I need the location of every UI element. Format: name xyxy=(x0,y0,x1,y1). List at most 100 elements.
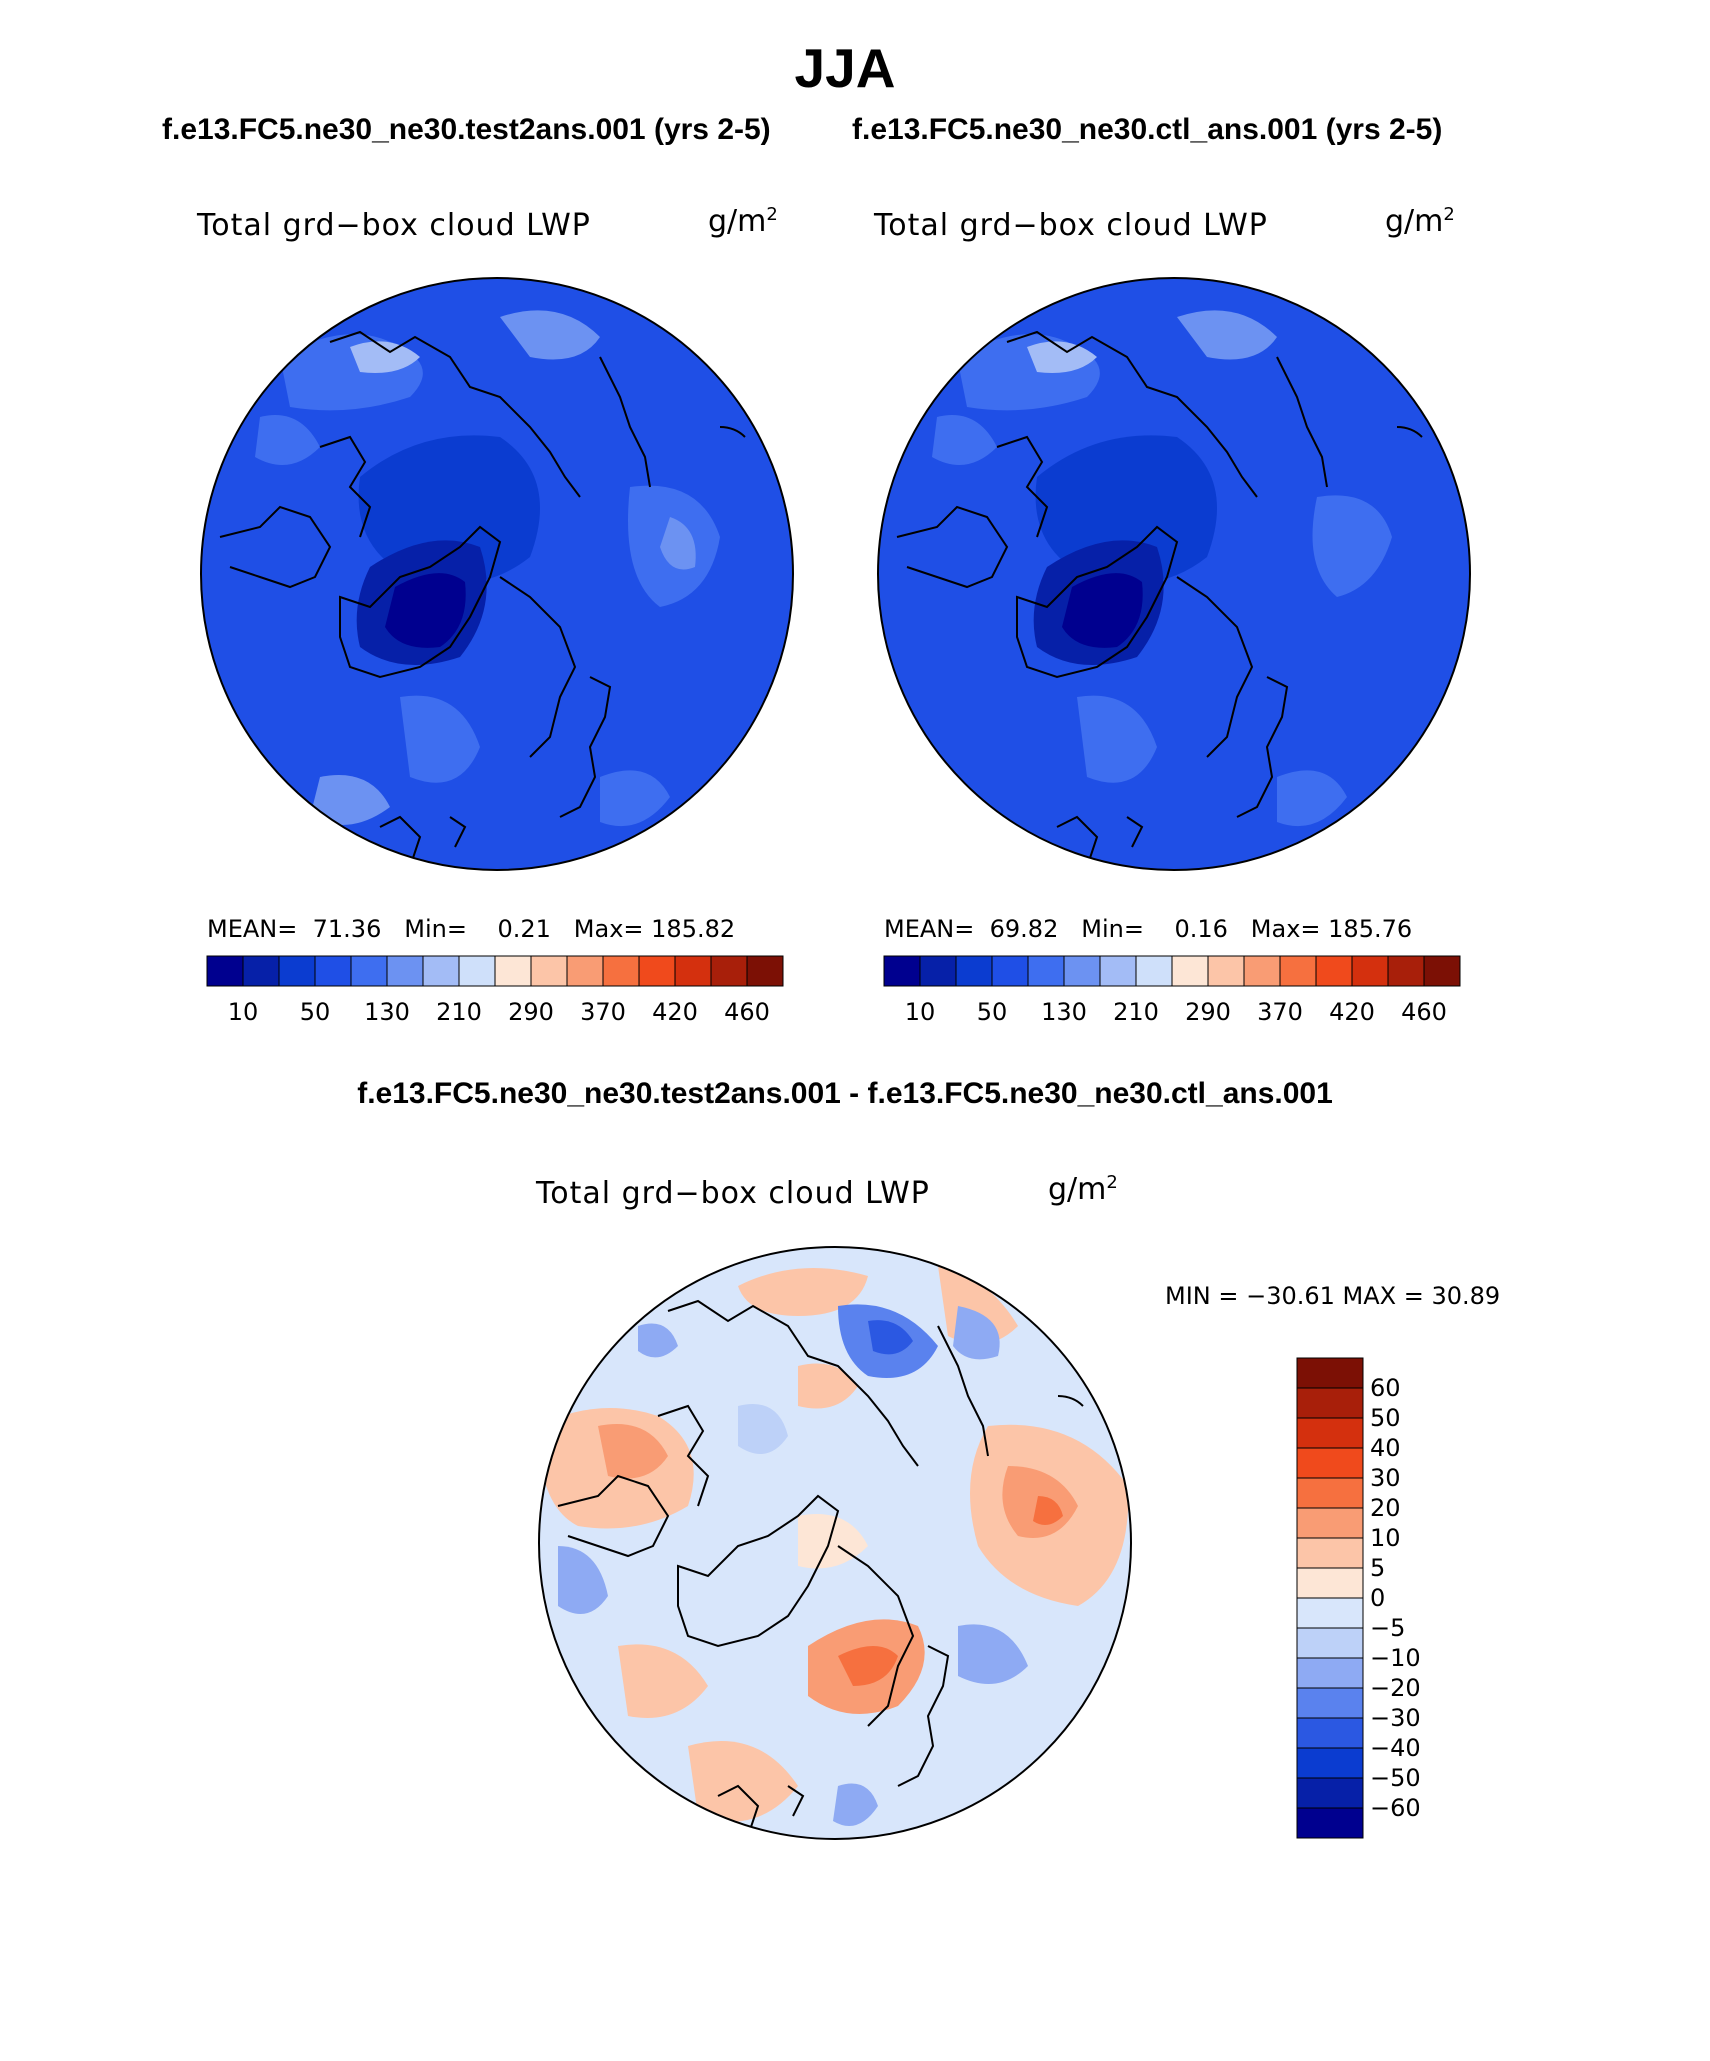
colorbar-tick-label: 210 xyxy=(1113,998,1159,1026)
colorbar-tick-label: 370 xyxy=(580,998,626,1026)
colorbar-swatch xyxy=(458,955,496,987)
variable-title-diff: Total grd−box cloud LWP xyxy=(536,1176,930,1211)
colorbar-swatch xyxy=(1296,1807,1364,1839)
colorbar-swatch xyxy=(1351,955,1389,987)
units-left: g/m2 xyxy=(708,204,778,239)
colorbar-swatch xyxy=(638,955,676,987)
colorbar-swatch xyxy=(386,955,424,987)
colorbar-tick-label: 10 xyxy=(904,998,936,1026)
stats-left: MEAN= 71.36 Min= 0.21 Max= 185.82 xyxy=(207,915,736,943)
colorbar-swatch xyxy=(1296,1507,1364,1539)
colorbar-tick-label: 10 xyxy=(1370,1524,1401,1552)
colorbar-tick-label: 460 xyxy=(724,998,770,1026)
colorbar-right xyxy=(883,955,1461,987)
colorbar-swatch xyxy=(350,955,388,987)
colorbar-swatch xyxy=(1296,1567,1364,1599)
colorbar-swatch xyxy=(1315,955,1353,987)
case-title-right: f.e13.FC5.ne30_ne30.ctl_ans.001 (yrs 2-5… xyxy=(852,113,1443,146)
units-diff: g/m2 xyxy=(1048,1172,1118,1207)
colorbar-swatch xyxy=(1296,1627,1364,1659)
colorbar-swatch xyxy=(674,955,712,987)
colorbar-tick-label: 5 xyxy=(1370,1554,1386,1582)
colorbar-swatch xyxy=(1423,955,1461,987)
diff-stats: MIN = −30.61 MAX = 30.89 xyxy=(1165,1282,1501,1310)
colorbar-tick-label: 40 xyxy=(1370,1434,1401,1462)
colorbar-swatch xyxy=(278,955,316,987)
colorbar-swatch xyxy=(1296,1387,1364,1419)
polar-map-control xyxy=(877,277,1471,871)
colorbar-swatch xyxy=(991,955,1029,987)
difference-title: f.e13.FC5.ne30_ne30.test2ans.001 - f.e13… xyxy=(357,1077,1333,1110)
colorbar-swatch xyxy=(919,955,957,987)
polar-map-difference xyxy=(538,1246,1132,1840)
colorbar-left xyxy=(206,955,784,987)
colorbar-swatch xyxy=(1027,955,1065,987)
units-right: g/m2 xyxy=(1385,204,1455,239)
colorbar-tick-label: 20 xyxy=(1370,1494,1401,1522)
colorbar-tick-label: 50 xyxy=(976,998,1008,1026)
colorbar-tick-label: 10 xyxy=(227,998,259,1026)
colorbar-swatch xyxy=(1207,955,1245,987)
colorbar-swatch xyxy=(883,955,921,987)
colorbar-difference xyxy=(1296,1357,1364,1839)
colorbar-swatch xyxy=(1296,1747,1364,1779)
colorbar-swatch xyxy=(1296,1477,1364,1509)
case-title-left: f.e13.FC5.ne30_ne30.test2ans.001 (yrs 2-… xyxy=(162,113,771,146)
colorbar-tick-label: 370 xyxy=(1257,998,1303,1026)
colorbar-swatch xyxy=(955,955,993,987)
colorbar-swatch xyxy=(602,955,640,987)
stats-right: MEAN= 69.82 Min= 0.16 Max= 185.76 xyxy=(884,915,1413,943)
colorbar-swatch xyxy=(1296,1447,1364,1479)
colorbar-tick-label: 30 xyxy=(1370,1464,1401,1492)
colorbar-tick-label: 420 xyxy=(652,998,698,1026)
colorbar-swatch xyxy=(530,955,568,987)
colorbar-swatch xyxy=(1243,955,1281,987)
colorbar-swatch xyxy=(566,955,604,987)
colorbar-swatch xyxy=(710,955,748,987)
colorbar-swatch xyxy=(1296,1417,1364,1449)
colorbar-tick-label: 50 xyxy=(1370,1404,1401,1432)
colorbar-swatch xyxy=(1099,955,1137,987)
colorbar-tick-label: 290 xyxy=(508,998,554,1026)
colorbar-left-labels: 10 50 130 210 290 370 420 460 xyxy=(207,998,783,1028)
main-title: JJA xyxy=(794,37,896,99)
colorbar-tick-label: −30 xyxy=(1370,1704,1421,1732)
colorbar-tick-label: 60 xyxy=(1370,1374,1401,1402)
variable-title-left: Total grd−box cloud LWP xyxy=(197,208,591,243)
colorbar-tick-label: 130 xyxy=(364,998,410,1026)
colorbar-swatch xyxy=(1296,1657,1364,1689)
colorbar-swatch xyxy=(746,955,784,987)
colorbar-swatch xyxy=(1387,955,1425,987)
colorbar-swatch xyxy=(1171,955,1209,987)
colorbar-swatch xyxy=(1279,955,1317,987)
colorbar-right-labels: 10 50 130 210 290 370 420 460 xyxy=(884,998,1460,1028)
colorbar-swatch xyxy=(1296,1597,1364,1629)
colorbar-swatch xyxy=(206,955,244,987)
colorbar-tick-label: 420 xyxy=(1329,998,1375,1026)
colorbar-tick-label: −10 xyxy=(1370,1644,1421,1672)
colorbar-tick-label: 50 xyxy=(299,998,331,1026)
colorbar-tick-label: 130 xyxy=(1041,998,1087,1026)
colorbar-swatch xyxy=(1296,1537,1364,1569)
colorbar-swatch xyxy=(242,955,280,987)
variable-title-right: Total grd−box cloud LWP xyxy=(874,208,1268,243)
colorbar-swatch xyxy=(1296,1717,1364,1749)
colorbar-tick-label: −5 xyxy=(1370,1614,1406,1642)
colorbar-swatch xyxy=(1296,1687,1364,1719)
colorbar-swatch xyxy=(1296,1777,1364,1809)
colorbar-tick-label: −50 xyxy=(1370,1764,1421,1792)
colorbar-tick-label: −60 xyxy=(1370,1794,1421,1822)
colorbar-swatch xyxy=(1063,955,1101,987)
colorbar-swatch xyxy=(1135,955,1173,987)
colorbar-tick-label: 0 xyxy=(1370,1584,1386,1612)
colorbar-tick-label: −40 xyxy=(1370,1734,1421,1762)
colorbar-swatch xyxy=(1296,1357,1364,1389)
colorbar-tick-label: 460 xyxy=(1401,998,1447,1026)
polar-map-test xyxy=(200,277,794,871)
colorbar-swatch xyxy=(314,955,352,987)
colorbar-swatch xyxy=(494,955,532,987)
colorbar-tick-label: 210 xyxy=(436,998,482,1026)
colorbar-tick-label: 290 xyxy=(1185,998,1231,1026)
colorbar-tick-label: −20 xyxy=(1370,1674,1421,1702)
colorbar-swatch xyxy=(422,955,460,987)
